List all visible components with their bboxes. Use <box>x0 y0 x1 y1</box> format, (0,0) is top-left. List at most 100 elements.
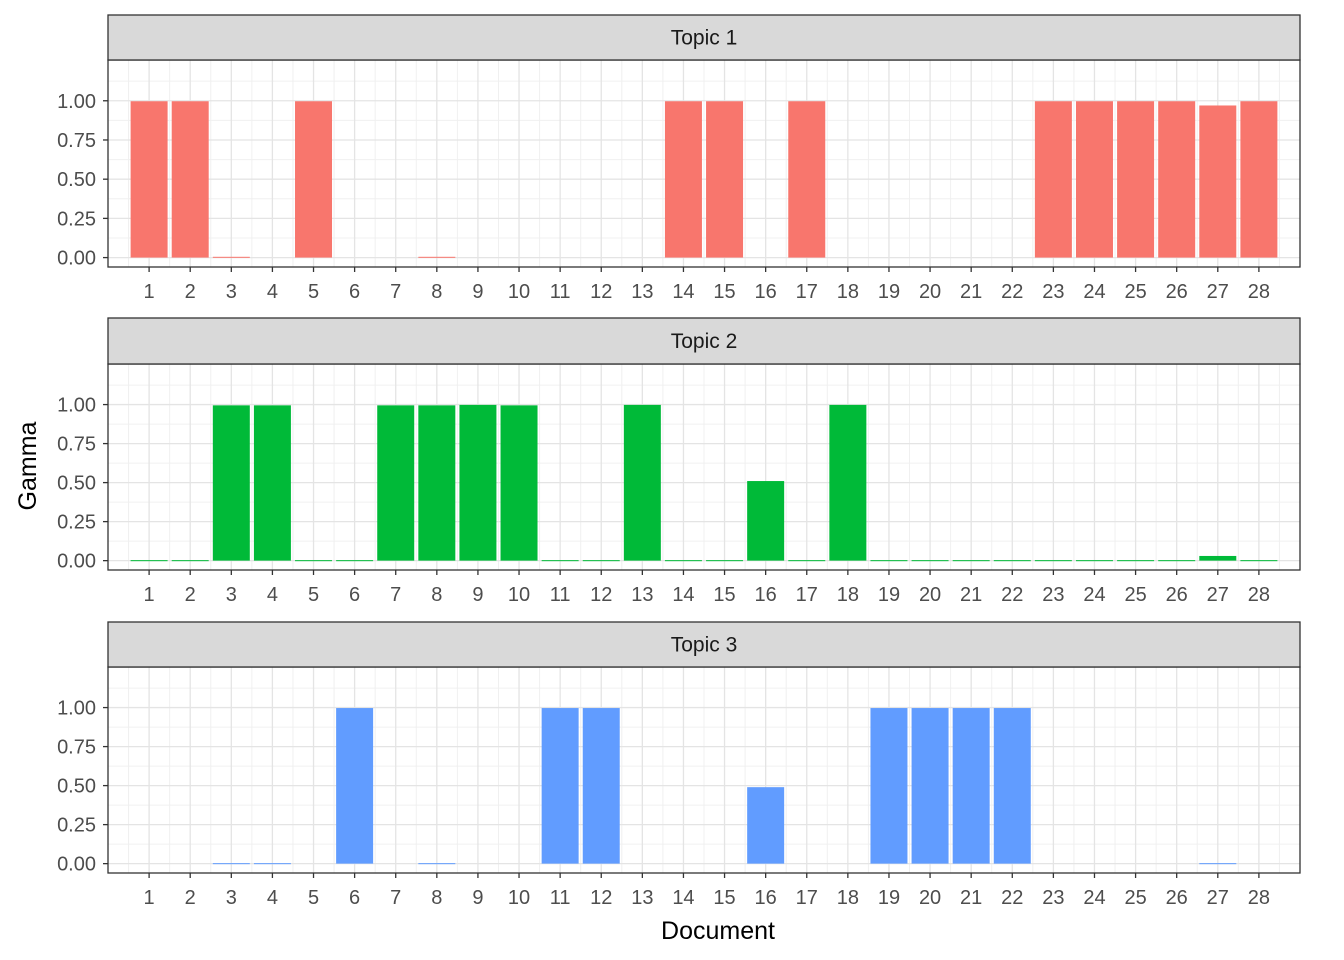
bar <box>1158 560 1196 562</box>
bar <box>212 256 250 258</box>
bar <box>1117 101 1155 258</box>
x-tick-label: 8 <box>431 281 442 303</box>
bar <box>541 708 579 864</box>
x-tick-label: 15 <box>713 887 735 909</box>
x-tick-label: 18 <box>837 887 859 909</box>
x-tick-label: 20 <box>919 887 941 909</box>
bar <box>1240 101 1278 258</box>
y-tick-label: 0.50 <box>57 776 96 798</box>
x-tick-label: 17 <box>796 584 818 606</box>
bar <box>130 101 168 258</box>
x-tick-label: 25 <box>1124 584 1146 606</box>
bar <box>1199 863 1237 865</box>
x-tick-label: 25 <box>1124 281 1146 303</box>
x-tick-label: 20 <box>919 584 941 606</box>
x-tick-label: 12 <box>590 887 612 909</box>
x-tick-label: 13 <box>631 887 653 909</box>
x-tick-label: 23 <box>1042 281 1064 303</box>
bar <box>788 560 826 562</box>
bar <box>706 560 744 562</box>
bar <box>788 101 826 258</box>
facet-strip <box>107 14 1301 61</box>
x-tick-label: 19 <box>878 887 900 909</box>
x-tick-label: 12 <box>590 584 612 606</box>
x-tick-label: 14 <box>672 887 694 909</box>
x-tick-label: 11 <box>550 281 571 303</box>
x-tick-label: 21 <box>960 887 982 909</box>
bar <box>582 560 620 562</box>
bar <box>952 560 990 562</box>
x-tick-label: 22 <box>1001 584 1023 606</box>
bar <box>418 863 456 865</box>
bar <box>212 405 250 561</box>
x-tick-label: 11 <box>550 887 571 909</box>
x-tick-label: 2 <box>185 281 196 303</box>
x-tick-label: 23 <box>1042 887 1064 909</box>
x-tick-label: 8 <box>431 584 442 606</box>
bar <box>911 708 949 864</box>
bar <box>1199 555 1237 561</box>
y-tick-label: 0.25 <box>57 815 96 837</box>
y-tick-label: 1.00 <box>57 91 96 113</box>
x-tick-label: 13 <box>631 584 653 606</box>
bar <box>1240 560 1278 562</box>
bar <box>459 404 497 561</box>
bar <box>1034 101 1072 258</box>
facet-label: Topic 1 <box>671 27 738 50</box>
y-tick-label: 0.25 <box>57 208 96 230</box>
x-tick-label: 26 <box>1166 887 1188 909</box>
x-tick-label: 3 <box>226 584 237 606</box>
x-tick-label: 14 <box>672 281 694 303</box>
x-tick-label: 11 <box>550 584 571 606</box>
x-tick-label: 9 <box>472 281 483 303</box>
facet-label: Topic 2 <box>671 330 738 353</box>
x-tick-label: 17 <box>796 887 818 909</box>
x-tick-label: 28 <box>1248 281 1270 303</box>
x-tick-label: 27 <box>1207 887 1229 909</box>
x-tick-label: 19 <box>878 281 900 303</box>
x-tick-label: 22 <box>1001 887 1023 909</box>
bar <box>418 405 456 561</box>
x-tick-label: 10 <box>508 887 530 909</box>
x-tick-label: 20 <box>919 281 941 303</box>
x-tick-label: 6 <box>349 887 360 909</box>
y-tick-label: 0.50 <box>57 473 96 495</box>
x-tick-label: 24 <box>1083 281 1105 303</box>
x-tick-label: 12 <box>590 281 612 303</box>
bar <box>1117 560 1155 562</box>
x-tick-label: 26 <box>1166 281 1188 303</box>
y-tick-label: 0.75 <box>57 737 96 759</box>
bar <box>377 405 415 561</box>
x-tick-label: 16 <box>755 887 777 909</box>
bar <box>870 560 908 562</box>
bar <box>664 560 702 562</box>
x-tick-label: 7 <box>390 584 401 606</box>
x-tick-label: 4 <box>267 887 278 909</box>
facet-panel: Topic 30.000.250.500.751.001 2 3 4 5 6 7 8 9 10 11… <box>57 621 1301 909</box>
x-tick-label: 1 <box>144 584 155 606</box>
facet-panel: Topic 10.000.250.500.751.001 2 3 4 5 6 7 8 9 10 11… <box>57 14 1301 303</box>
y-tick-label: 0.25 <box>57 512 96 534</box>
y-axis-title: Gamma <box>14 421 42 510</box>
x-axis-title: Document <box>661 917 775 945</box>
y-tick-label: 0.00 <box>57 248 96 270</box>
facet-panel: Topic 20.000.250.500.751.001 2 3 4 5 6 7 8 9 10 11… <box>57 317 1301 606</box>
x-tick-label: 5 <box>308 584 319 606</box>
bar <box>541 560 579 562</box>
x-tick-label: 1 <box>144 281 155 303</box>
bar <box>1199 105 1237 258</box>
bar <box>1034 560 1072 562</box>
x-tick-label: 2 <box>185 584 196 606</box>
y-tick-label: 0.75 <box>57 130 96 152</box>
x-tick-label: 19 <box>878 584 900 606</box>
facet-label: Topic 3 <box>671 634 738 657</box>
x-tick-label: 28 <box>1248 887 1270 909</box>
x-tick-label: 21 <box>960 584 982 606</box>
x-tick-label: 21 <box>960 281 982 303</box>
x-tick-label: 15 <box>713 281 735 303</box>
x-tick-label: 3 <box>226 281 237 303</box>
bar <box>993 560 1031 562</box>
x-tick-label: 9 <box>472 584 483 606</box>
bar <box>1075 101 1113 258</box>
